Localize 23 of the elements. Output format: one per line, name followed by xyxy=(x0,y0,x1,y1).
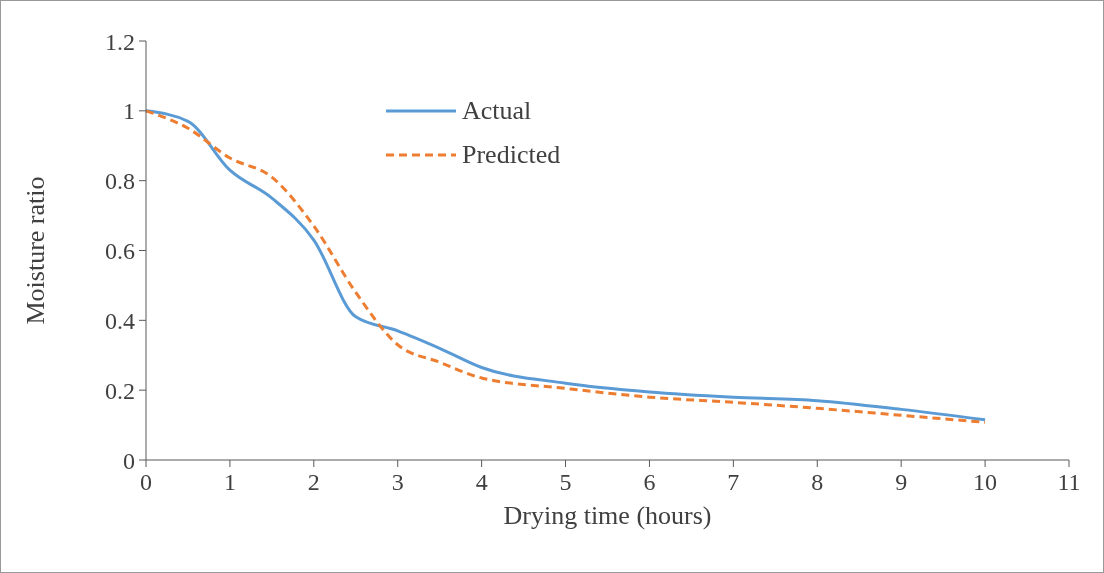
x-axis-title: Drying time (hours) xyxy=(503,501,712,530)
y-tick-label: 1.2 xyxy=(105,28,135,55)
x-tick-label: 2 xyxy=(307,469,320,496)
y-tick-label: 0.6 xyxy=(105,238,135,265)
y-tick-label: 0.2 xyxy=(105,377,135,404)
x-tick-label: 8 xyxy=(811,469,824,496)
x-tick-label: 0 xyxy=(140,469,152,496)
x-tick-label: 6 xyxy=(643,469,656,496)
x-tick-label: 11 xyxy=(1057,469,1081,496)
x-tick-label: 7 xyxy=(727,469,740,496)
x-tick-label: 10 xyxy=(973,469,998,496)
y-tick-label: 1 xyxy=(123,98,135,125)
x-tick-label: 3 xyxy=(391,469,404,496)
legend-label: Predicted xyxy=(462,140,561,170)
y-tick-label: 0 xyxy=(123,447,135,474)
x-tick-label: 1 xyxy=(223,469,236,496)
y-tick-label: 0.4 xyxy=(105,307,135,334)
y-tick-label: 0.8 xyxy=(105,168,135,195)
x-tick-label: 9 xyxy=(895,469,908,496)
x-tick-label: 5 xyxy=(559,469,572,496)
legend-label: Actual xyxy=(462,96,532,126)
y-axis-title: Moisture ratio xyxy=(21,176,51,325)
x-tick-label: 4 xyxy=(475,469,488,496)
